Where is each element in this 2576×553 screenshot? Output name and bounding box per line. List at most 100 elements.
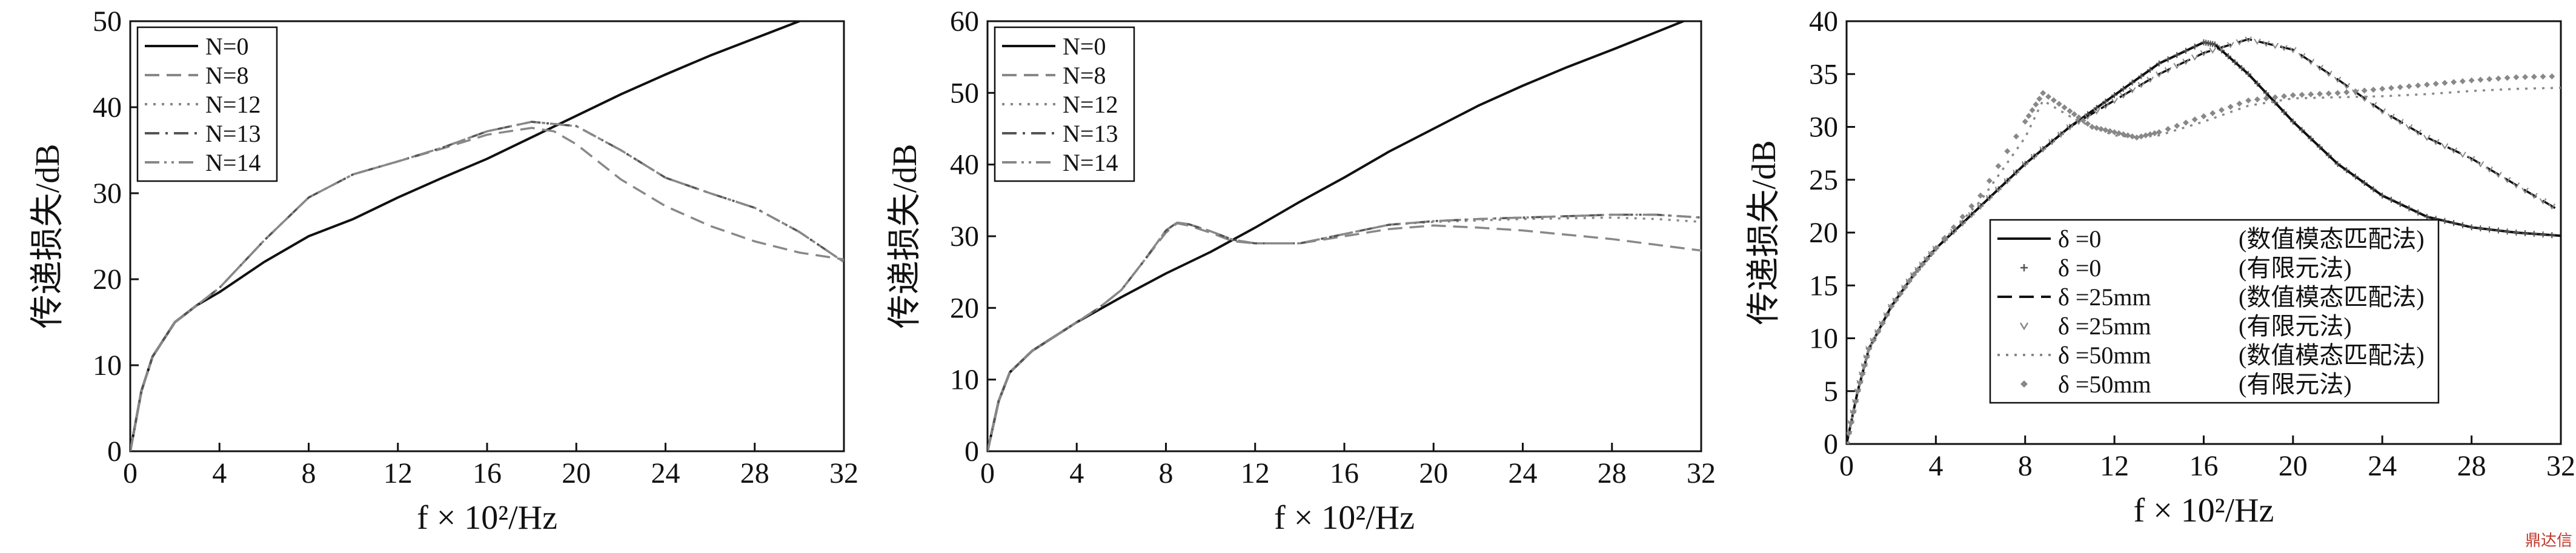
data-point: [1884, 312, 1890, 319]
data-point: [2486, 226, 2493, 233]
data-point: [1924, 256, 1930, 262]
data-point: [2521, 187, 2529, 194]
data-point: [1906, 278, 1913, 285]
data-point: [2316, 64, 2323, 71]
data-point: [2174, 51, 2180, 58]
x-axis-label: f × 10²/Hz: [2134, 492, 2274, 529]
data-point: [2272, 94, 2279, 101]
data-point: [2129, 133, 2136, 140]
legend-label: N=0: [205, 33, 248, 60]
data-point: [2209, 47, 2217, 54]
data-point: [2397, 200, 2403, 207]
data-point: [2396, 119, 2404, 125]
data-point: [2183, 47, 2189, 54]
x-tick-label: 28: [2457, 450, 2486, 482]
legend-box: [136, 26, 278, 182]
x-tick-label: 16: [2189, 450, 2219, 482]
data-point: [2289, 92, 2296, 99]
data-point: [2183, 119, 2189, 126]
legend-box: [1989, 219, 2440, 404]
data-point: [2191, 54, 2199, 61]
data-point: [2415, 82, 2422, 89]
y-tick-label: 15: [1809, 270, 1838, 302]
data-point: [2003, 177, 2011, 185]
data-point: [2129, 79, 2136, 86]
data-point: [1901, 284, 1908, 291]
data-point: [2004, 148, 2011, 154]
data-point: [1985, 194, 1993, 202]
y-tick-label: 40: [1809, 5, 1838, 38]
data-point: [2334, 76, 2342, 83]
data-point: [1919, 261, 1926, 268]
data-point: [2530, 193, 2538, 199]
y-tick-label: 10: [1809, 323, 1838, 355]
data-point: [2548, 203, 2556, 210]
data-point: [1941, 237, 1948, 244]
data-point: [1847, 430, 1852, 437]
data-point: [2522, 230, 2529, 237]
data-point: [2254, 80, 2260, 87]
legend-method: (数值模态匹配法): [2239, 225, 2425, 253]
data-point: [2325, 152, 2332, 159]
y-tick-label: 40: [950, 149, 979, 181]
data-point: [2039, 146, 2047, 153]
data-point: [1888, 303, 1894, 310]
x-tick-label: 8: [2018, 450, 2033, 482]
data-point: [1852, 399, 1859, 405]
data-point: [2146, 76, 2154, 83]
y-tick-label: 20: [93, 263, 122, 296]
data-point: [2405, 124, 2413, 131]
data-point: [2048, 139, 2056, 145]
data-point: [2477, 225, 2484, 232]
data-point: [2036, 96, 2043, 102]
data-point: [1986, 177, 1993, 184]
data-point: [2299, 91, 2305, 98]
x-tick-label: 16: [473, 457, 502, 489]
legend-method: (有限元法): [2239, 313, 2352, 340]
data-point: [2111, 129, 2118, 136]
data-point: [1968, 211, 1976, 219]
data-point: [2022, 118, 2028, 125]
data-point: [2477, 161, 2485, 168]
data-point: [2263, 90, 2269, 96]
x-tick-label: 16: [1330, 457, 1359, 489]
data-point: [2142, 132, 2149, 139]
data-point: [2093, 125, 2100, 131]
data-point: [2116, 130, 2122, 136]
data-point: [1933, 245, 1939, 252]
data-point: [2200, 50, 2208, 57]
data-point: [2209, 110, 2216, 116]
data-point: [2093, 105, 2100, 111]
data-point: [2369, 102, 2377, 108]
data-point: [2281, 109, 2288, 116]
data-point: [1914, 267, 1921, 273]
data-point: [2218, 44, 2225, 51]
data-point: [2459, 151, 2466, 158]
data-point: [2174, 122, 2180, 129]
data-point: [2486, 166, 2493, 173]
legend-label: δ =0: [2058, 254, 2101, 282]
data-point: [1968, 203, 1975, 210]
data-point: [2066, 108, 2073, 114]
data-point: [2164, 67, 2172, 74]
x-tick-label: 28: [740, 457, 769, 489]
data-point: [1910, 271, 1917, 278]
data-point: [2289, 118, 2296, 125]
data-point: [1928, 250, 1935, 257]
data-point: [2147, 131, 2154, 137]
x-tick-label: 32: [2546, 450, 2575, 482]
data-point: [2218, 107, 2225, 113]
data-point: [2211, 41, 2218, 48]
data-point: [2442, 79, 2448, 86]
data-point: [2549, 73, 2555, 80]
y-tick-label: 50: [950, 77, 979, 109]
data-point: [2406, 83, 2412, 90]
legend-method: (数值模态匹配法): [2239, 283, 2425, 311]
data-point: [2200, 113, 2207, 120]
data-point: [2056, 101, 2062, 107]
data-point: [2423, 134, 2431, 141]
legend-label: δ =25mm: [2058, 283, 2151, 311]
data-point: [2343, 167, 2350, 174]
y-tick-label: 0: [107, 435, 122, 468]
legend-label: N=13: [205, 120, 261, 147]
